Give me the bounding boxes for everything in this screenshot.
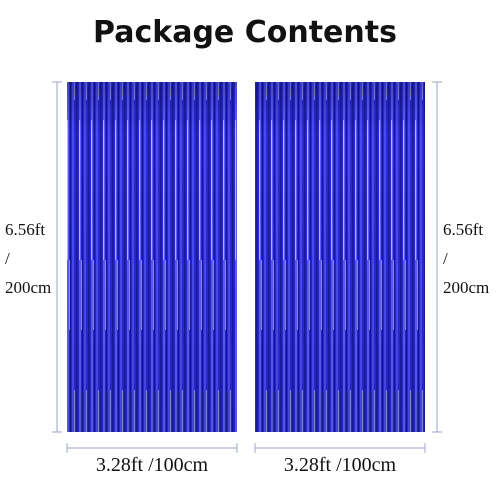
width-label: 3.28ft /100cm — [96, 454, 209, 476]
curtain — [67, 82, 237, 432]
title: Package Contents — [93, 15, 397, 50]
height-label: 6.56ft — [443, 220, 483, 239]
height-label: / — [443, 249, 448, 268]
height-label: 200cm — [443, 278, 489, 297]
height-label: 200cm — [5, 278, 51, 297]
dimension-lines — [52, 81, 442, 453]
curtain — [255, 82, 425, 432]
height-label: / — [5, 249, 10, 268]
height-label: 6.56ft — [5, 220, 45, 239]
width-label: 3.28ft /100cm — [284, 454, 397, 476]
